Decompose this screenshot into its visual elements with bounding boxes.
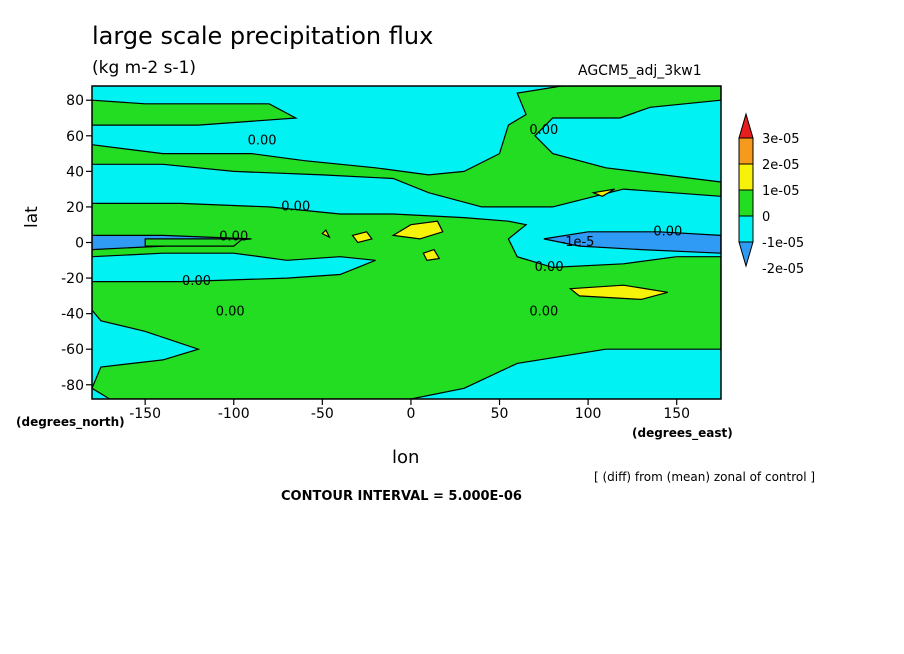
x-tick-label-4: 50 <box>491 406 509 422</box>
chart-title: large scale precipitation flux <box>92 22 434 50</box>
contour-region-6 <box>321 229 331 239</box>
chart-units: (kg m-2 s-1) <box>92 58 197 78</box>
y-tick-label-5: -20 <box>61 271 84 287</box>
x-tick-label-1: -100 <box>218 406 250 422</box>
colorbar-label-0: 3e-05 <box>762 132 800 147</box>
y-axis-units: (degrees_north) <box>16 415 125 429</box>
contour-label-5: 0.00 <box>529 123 558 138</box>
x-tick-label-2: -50 <box>311 406 334 422</box>
y-tick-label-0: 80 <box>66 93 84 109</box>
contour-label-7: 0.00 <box>535 260 564 275</box>
contour-label-4: 0.00 <box>216 304 245 319</box>
x-tick-label-6: 150 <box>663 406 690 422</box>
contour-interval: CONTOUR INTERVAL = 5.000E-06 <box>281 489 522 504</box>
contour-region-1 <box>92 86 721 208</box>
contour-region-0 <box>92 99 298 126</box>
colorbar-segment-3 <box>738 189 754 217</box>
contour-label-2: 0.00 <box>219 230 248 245</box>
colorbar-label-4: -1e-05 <box>762 236 804 251</box>
y-tick-label-8: -80 <box>61 378 84 394</box>
colorbar-bottom-arrow <box>738 241 754 268</box>
y-tick-label-7: -60 <box>61 342 84 358</box>
contour-region-11 <box>144 238 245 247</box>
contour-label-1: 0.00 <box>281 199 310 214</box>
colorbar-segment-4 <box>738 215 754 243</box>
colorbar-top-arrow <box>738 112 754 139</box>
contour-label-9: -1e-5 <box>561 235 595 250</box>
colorbar-label-2: 1e-05 <box>762 184 800 199</box>
run-label: AGCM5_adj_3kw1 <box>578 63 702 79</box>
y-tick-label-1: 60 <box>66 129 84 145</box>
y-tick-label-6: -40 <box>61 307 84 323</box>
y-tick-label-2: 40 <box>66 164 84 180</box>
contour-region-4 <box>391 220 444 240</box>
x-tick-label-5: 100 <box>575 406 602 422</box>
contour-label-8: 0.00 <box>529 304 558 319</box>
contour-region-2 <box>92 202 721 399</box>
colorbar-label-1: 2e-05 <box>762 158 800 173</box>
colorbar-segment-1 <box>738 137 754 165</box>
contour-region-8 <box>591 188 616 197</box>
y-tick-label-3: 20 <box>66 200 84 216</box>
x-tick-label-3: 0 <box>406 406 415 422</box>
contour-region-3 <box>568 284 668 301</box>
colorbar-label-3: 0 <box>762 210 770 225</box>
x-axis-units: (degrees_east) <box>632 426 733 440</box>
x-tick-label-0: -150 <box>129 406 161 422</box>
contour-label-6: 0.00 <box>653 224 682 239</box>
contour-label-0: 0.00 <box>248 134 277 149</box>
y-tick-label-4: 0 <box>75 236 84 252</box>
diff-note: [ (diff) from (mean) zonal of control ] <box>594 470 816 484</box>
x-axis-label: lon <box>392 447 420 468</box>
contour-region-5 <box>351 231 373 244</box>
contour-label-3: 0.00 <box>182 274 211 289</box>
contour-region-7 <box>422 248 441 261</box>
colorbar-segment-2 <box>738 163 754 191</box>
colorbar-label-5: -2e-05 <box>762 262 804 277</box>
contour-region-10 <box>543 231 721 254</box>
